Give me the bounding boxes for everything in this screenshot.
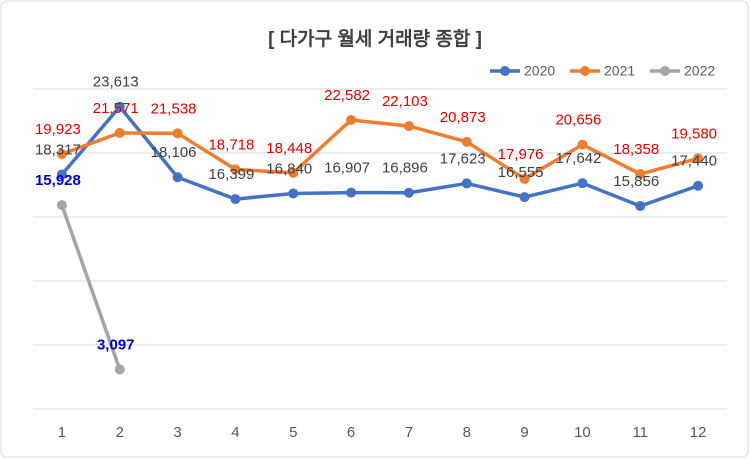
data-label: 16,896 [382, 160, 428, 177]
data-label: 21,571 [93, 100, 139, 117]
legend-label: 2022 [684, 63, 715, 79]
x-tick-label: 7 [405, 424, 413, 441]
point [230, 194, 241, 205]
x-tick-label: 11 [632, 424, 648, 441]
chart-title: [ 다가구 월세 거래량 종합 ] [268, 28, 482, 50]
x-tick-label: 4 [231, 424, 239, 441]
legend-label: 2020 [524, 63, 555, 79]
data-label: 17,623 [440, 150, 486, 167]
x-tick-label: 9 [520, 424, 528, 441]
legend-marker [660, 66, 670, 76]
legend-marker [580, 66, 590, 76]
x-tick-label: 2 [116, 424, 124, 441]
point [230, 164, 241, 175]
point [693, 180, 704, 191]
point [519, 173, 530, 184]
data-label: 17,976 [498, 146, 544, 163]
point [635, 201, 646, 212]
data-label: 15,856 [613, 173, 659, 190]
point [346, 114, 357, 125]
point [461, 136, 472, 147]
point [114, 127, 125, 138]
data-label: 16,399 [208, 166, 254, 183]
x-tick-label: 12 [690, 424, 707, 441]
data-label: 21,538 [151, 100, 197, 117]
point [346, 187, 357, 198]
data-label: 18,317 [35, 142, 81, 159]
point [114, 101, 125, 112]
point [403, 187, 414, 198]
data-label: 18,718 [208, 136, 254, 153]
x-tick-label: 8 [463, 424, 471, 441]
point [577, 178, 588, 189]
point [56, 200, 67, 211]
data-label: 17,440 [671, 153, 717, 170]
data-label: 16,840 [266, 160, 312, 177]
point [56, 169, 67, 180]
point [56, 148, 67, 159]
data-label: 19,923 [35, 121, 81, 138]
data-label: 22,103 [382, 93, 428, 110]
x-tick-label: 6 [347, 424, 355, 441]
data-label: 22,582 [324, 87, 370, 104]
point [519, 192, 530, 203]
data-label: 20,873 [440, 109, 486, 126]
data-label: 18,358 [613, 141, 659, 158]
data-label: 18,106 [151, 144, 197, 161]
data-label: 17,642 [555, 150, 601, 167]
point [693, 153, 704, 164]
x-tick-label: 3 [173, 424, 181, 441]
point [635, 169, 646, 180]
point [403, 121, 414, 132]
series-line [60, 105, 699, 208]
data-label: 16,555 [498, 164, 544, 181]
data-label: 16,907 [324, 160, 370, 177]
data-label: 18,448 [266, 140, 312, 157]
x-tick-label: 10 [574, 424, 591, 441]
point [577, 139, 588, 150]
legend-label: 2021 [604, 63, 635, 79]
point [288, 188, 299, 199]
point [172, 172, 183, 183]
data-label: 20,656 [555, 112, 601, 129]
point [172, 128, 183, 139]
data-label: 19,580 [671, 125, 717, 142]
data-label: 23,613 [93, 74, 139, 91]
series-line [61, 118, 699, 181]
data-label: 3,097 [97, 336, 135, 353]
point [461, 178, 472, 189]
series-line [60, 204, 122, 370]
point [114, 364, 125, 375]
point [288, 167, 299, 178]
data-label: 15,928 [35, 172, 81, 189]
x-tick-label: 5 [289, 424, 297, 441]
x-tick-label: 1 [58, 424, 66, 441]
legend-marker [500, 66, 510, 76]
